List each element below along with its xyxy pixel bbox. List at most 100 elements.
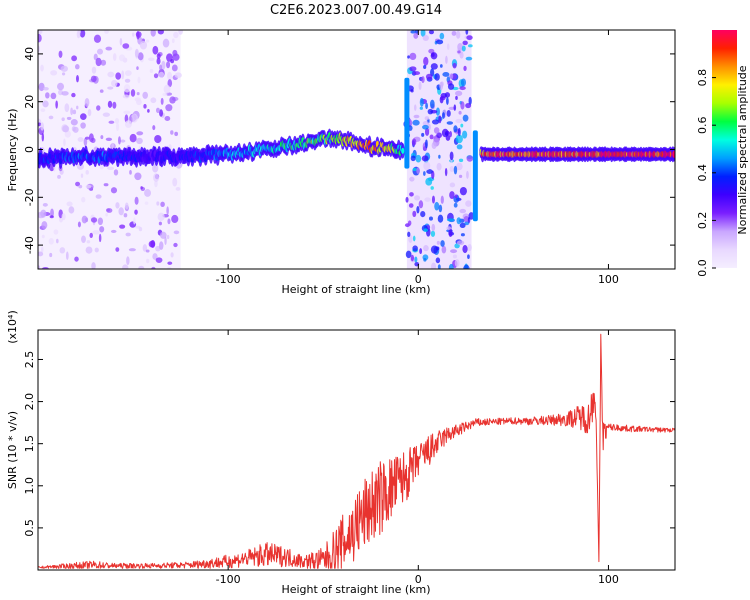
spectral-blob <box>61 213 66 221</box>
spectral-blob <box>467 216 471 224</box>
vertical-feature <box>404 77 410 169</box>
spectral-blob <box>130 113 138 123</box>
spectral-blob <box>462 40 468 46</box>
spectral-blob <box>148 57 155 61</box>
spectral-blob <box>155 107 160 114</box>
spectral-blob <box>80 122 86 129</box>
spectral-blob <box>100 59 107 66</box>
spectral-blob <box>111 79 118 87</box>
spectral-blob <box>128 248 136 252</box>
spectral-blob <box>460 123 464 128</box>
spectral-blob <box>453 104 457 111</box>
spectral-blob <box>100 135 104 140</box>
spectral-blob <box>50 208 54 218</box>
spectral-blob <box>435 257 441 264</box>
spectral-blob <box>112 53 117 61</box>
spectral-blob <box>463 216 470 223</box>
spectrogram-y-label: Frequency (Hz) <box>6 109 19 192</box>
spectral-blob <box>38 30 43 35</box>
spectral-blob <box>45 92 50 99</box>
spectral-blob <box>114 117 120 124</box>
spectral-blob <box>136 137 143 145</box>
spectral-blob <box>76 30 81 39</box>
spectral-blob <box>48 238 54 245</box>
spectral-blob <box>57 174 61 179</box>
spectral-blob <box>459 222 466 229</box>
colorbar-ticks: 0.0 0.2 0.4 0.6 0.8 <box>696 69 716 277</box>
spectral-blob <box>414 104 417 111</box>
snr-y-multiplier: (x10⁴) <box>6 310 19 344</box>
spectral-blob <box>423 258 427 262</box>
y-tick-label: -40 <box>23 236 36 254</box>
spectral-blob <box>81 215 88 224</box>
spectral-blob <box>163 84 171 94</box>
spectral-blob <box>455 118 463 124</box>
spectral-blob <box>412 235 416 242</box>
spectral-blob <box>166 61 171 69</box>
spectral-blob <box>410 155 416 162</box>
spectral-blob <box>413 114 420 119</box>
snr-y-label: SNR (10 * v/v) <box>6 411 19 489</box>
spectral-blob <box>122 94 130 99</box>
spectral-blob <box>457 50 461 54</box>
y-tick-label: 40 <box>23 47 36 61</box>
spectral-blob <box>428 30 434 35</box>
spectral-blob <box>436 132 442 139</box>
spectral-blob <box>138 265 145 269</box>
spectral-blob <box>449 191 455 200</box>
spectral-blob <box>437 264 441 269</box>
spectral-blob <box>173 242 178 248</box>
spectral-blob <box>151 266 156 269</box>
spectral-blob <box>459 86 466 91</box>
spectral-blob <box>425 177 433 186</box>
spectral-blob <box>75 181 81 187</box>
spectral-blob <box>408 203 414 208</box>
spectral-blob <box>423 161 431 171</box>
spectral-blob <box>41 234 45 239</box>
spectral-blob <box>77 137 84 142</box>
spectral-blob <box>408 234 413 243</box>
spectral-blob <box>55 100 58 109</box>
spectral-blob <box>94 247 99 253</box>
spectral-blob <box>418 200 424 209</box>
spectral-blob <box>159 109 164 117</box>
spectral-blob <box>467 254 470 260</box>
spectral-blob <box>421 132 425 137</box>
spectral-blob <box>96 105 101 111</box>
spectral-blob <box>143 103 147 109</box>
spectral-blob <box>49 215 54 219</box>
spectral-blob <box>446 121 454 125</box>
spectral-blob <box>426 169 433 174</box>
spectral-blob <box>449 73 454 80</box>
spectral-blob <box>165 104 173 112</box>
spectral-blob <box>468 96 472 105</box>
spectral-blob <box>466 170 469 179</box>
spectral-blob <box>158 71 165 78</box>
spectral-blob <box>90 217 98 223</box>
spectral-blob <box>159 241 164 250</box>
spectral-blob <box>76 75 79 83</box>
spectral-blob <box>172 49 178 57</box>
spectral-blob <box>152 163 159 173</box>
spectral-blob <box>430 230 436 237</box>
spectral-blob <box>41 132 45 142</box>
spectral-blob <box>86 240 91 244</box>
spectral-blob <box>159 231 167 239</box>
spectral-blob <box>415 154 422 163</box>
spectral-blob <box>158 221 162 226</box>
spectral-blob <box>178 30 183 35</box>
spectral-blob <box>107 166 115 170</box>
spectral-blob <box>63 138 66 147</box>
spectral-blob <box>122 264 129 269</box>
spectral-blob <box>171 214 179 224</box>
spectral-blob <box>102 112 111 117</box>
y-tick-label: 1.5 <box>23 435 36 453</box>
spectral-blob <box>124 202 129 210</box>
spectral-blob <box>458 158 464 163</box>
spectral-blob <box>446 226 452 231</box>
spectral-blob <box>118 54 126 62</box>
spectral-blob <box>124 78 131 83</box>
spectral-blob <box>88 133 94 143</box>
snr-x-ticks: -100 0 100 <box>216 330 619 586</box>
spectral-blob <box>98 233 102 243</box>
